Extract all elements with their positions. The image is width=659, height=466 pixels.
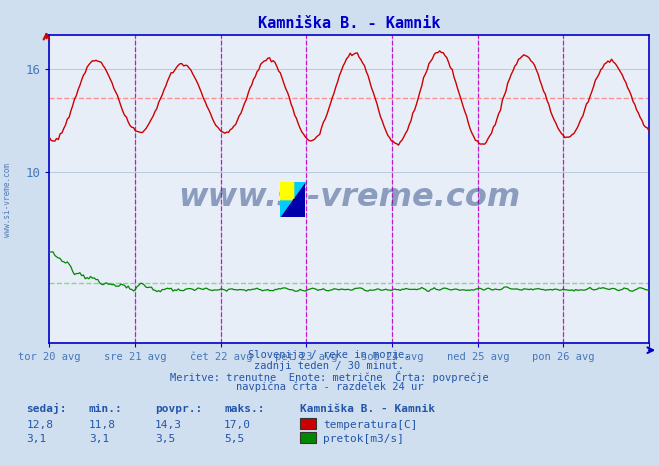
Bar (293, 199, 305, 217)
Text: navpična črta - razdelek 24 ur: navpična črta - razdelek 24 ur (236, 381, 423, 392)
Polygon shape (280, 182, 305, 217)
Polygon shape (293, 199, 305, 217)
Text: min.:: min.: (89, 404, 123, 414)
Text: povpr.:: povpr.: (155, 404, 202, 414)
Title: Kamniška B. - Kamnik: Kamniška B. - Kamnik (258, 16, 440, 31)
Text: Kamniška B. - Kamnik: Kamniška B. - Kamnik (300, 404, 435, 414)
Bar (280, 182, 293, 199)
Text: www.si-vreme.com: www.si-vreme.com (3, 164, 13, 237)
Polygon shape (280, 182, 305, 217)
Polygon shape (280, 182, 293, 199)
Text: 17,0: 17,0 (224, 420, 251, 430)
Text: 3,1: 3,1 (26, 434, 47, 444)
Text: temperatura[C]: temperatura[C] (323, 420, 417, 430)
Polygon shape (280, 182, 305, 217)
Text: 11,8: 11,8 (89, 420, 116, 430)
Text: maks.:: maks.: (224, 404, 264, 414)
Text: 14,3: 14,3 (155, 420, 182, 430)
Text: www.si-vreme.com: www.si-vreme.com (178, 183, 521, 213)
Text: zadnji teden / 30 minut.: zadnji teden / 30 minut. (254, 361, 405, 370)
Text: Meritve: trenutne  Enote: metrične  Črta: povprečje: Meritve: trenutne Enote: metrične Črta: … (170, 371, 489, 383)
Text: 3,1: 3,1 (89, 434, 109, 444)
Text: 12,8: 12,8 (26, 420, 53, 430)
Text: sedaj:: sedaj: (26, 404, 67, 414)
Polygon shape (293, 199, 305, 217)
Text: pretok[m3/s]: pretok[m3/s] (323, 434, 404, 444)
Text: 3,5: 3,5 (155, 434, 175, 444)
Text: Slovenija / reke in morje.: Slovenija / reke in morje. (248, 350, 411, 360)
Text: 5,5: 5,5 (224, 434, 244, 444)
Polygon shape (280, 182, 293, 199)
